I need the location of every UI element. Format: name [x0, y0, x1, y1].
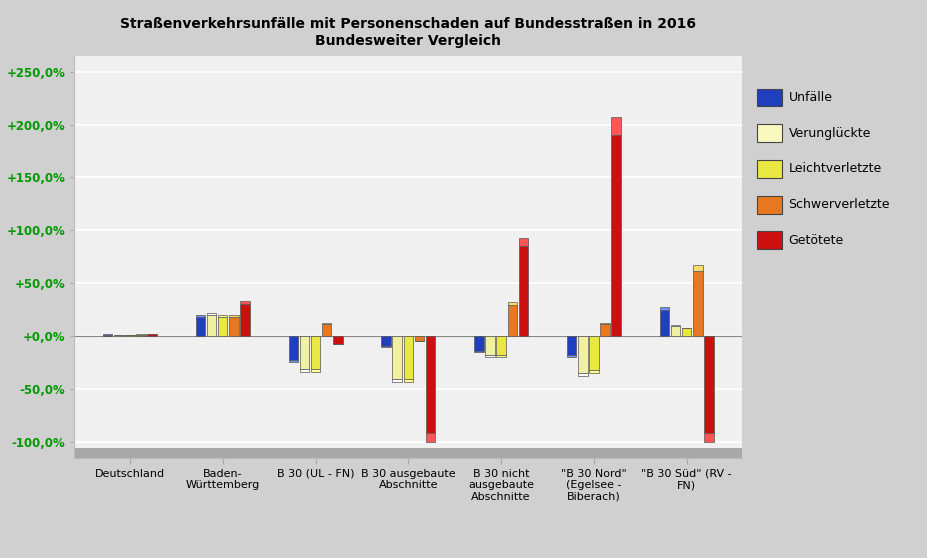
Bar [288, 360, 298, 362]
Bar [692, 271, 702, 336]
Bar [566, 355, 576, 357]
Bar [659, 307, 668, 310]
Bar [485, 336, 494, 355]
Bar [681, 328, 691, 336]
Bar [659, 310, 668, 336]
Bar [578, 336, 587, 373]
Bar [136, 334, 146, 336]
Bar [299, 369, 309, 372]
Bar [392, 336, 401, 379]
Bar [103, 334, 112, 336]
Bar [425, 336, 435, 433]
Bar [578, 373, 587, 376]
Bar [288, 336, 298, 360]
Bar [392, 379, 401, 382]
Bar [311, 336, 320, 369]
Bar [425, 433, 435, 442]
Bar [74, 448, 742, 458]
Bar [589, 370, 598, 373]
Bar [240, 301, 249, 304]
Bar [125, 335, 134, 336]
Bar [381, 336, 390, 346]
Text: Schwerverletzte: Schwerverletzte [788, 198, 889, 211]
Bar [704, 336, 713, 433]
Bar [670, 325, 679, 326]
Bar [207, 312, 216, 315]
Bar [485, 355, 494, 357]
Bar [147, 334, 157, 336]
Bar [403, 336, 413, 379]
Bar [600, 324, 609, 336]
Bar [518, 238, 527, 246]
Bar [207, 315, 216, 336]
Bar [229, 316, 238, 336]
Bar [507, 302, 516, 305]
Bar [403, 379, 413, 382]
Bar [196, 315, 205, 316]
Bar [756, 232, 781, 249]
Bar [704, 433, 713, 442]
Bar [474, 350, 483, 352]
Bar [299, 336, 309, 369]
Text: Verunglückte: Verunglückte [788, 127, 870, 140]
Bar [611, 134, 620, 336]
Bar [589, 336, 598, 370]
Bar [218, 315, 227, 316]
Bar [692, 265, 702, 271]
Bar [474, 336, 483, 350]
Bar [196, 316, 205, 336]
Bar [566, 336, 576, 355]
Bar [322, 323, 331, 324]
Bar [756, 160, 781, 178]
Text: Getötete: Getötete [788, 234, 843, 247]
Bar [756, 124, 781, 142]
Bar [611, 117, 620, 134]
Bar [322, 324, 331, 336]
Bar [600, 323, 609, 324]
Bar [414, 336, 424, 341]
Bar [518, 246, 527, 336]
Text: Leichtverletzte: Leichtverletzte [788, 162, 881, 175]
Bar [507, 305, 516, 336]
Bar [114, 335, 123, 336]
Bar [756, 89, 781, 107]
Bar [670, 326, 679, 336]
Bar [311, 369, 320, 372]
Text: Unfälle: Unfälle [788, 91, 832, 104]
Bar [381, 346, 390, 347]
Title: Straßenverkehrsunfälle mit Personenschaden auf Bundesstraßen in 2016
Bundesweite: Straßenverkehrsunfälle mit Personenschad… [121, 17, 695, 47]
Bar [496, 336, 505, 355]
Bar [333, 336, 342, 344]
Bar [240, 304, 249, 336]
Bar [496, 355, 505, 357]
Bar [756, 196, 781, 214]
Bar [218, 316, 227, 336]
Bar [229, 315, 238, 316]
